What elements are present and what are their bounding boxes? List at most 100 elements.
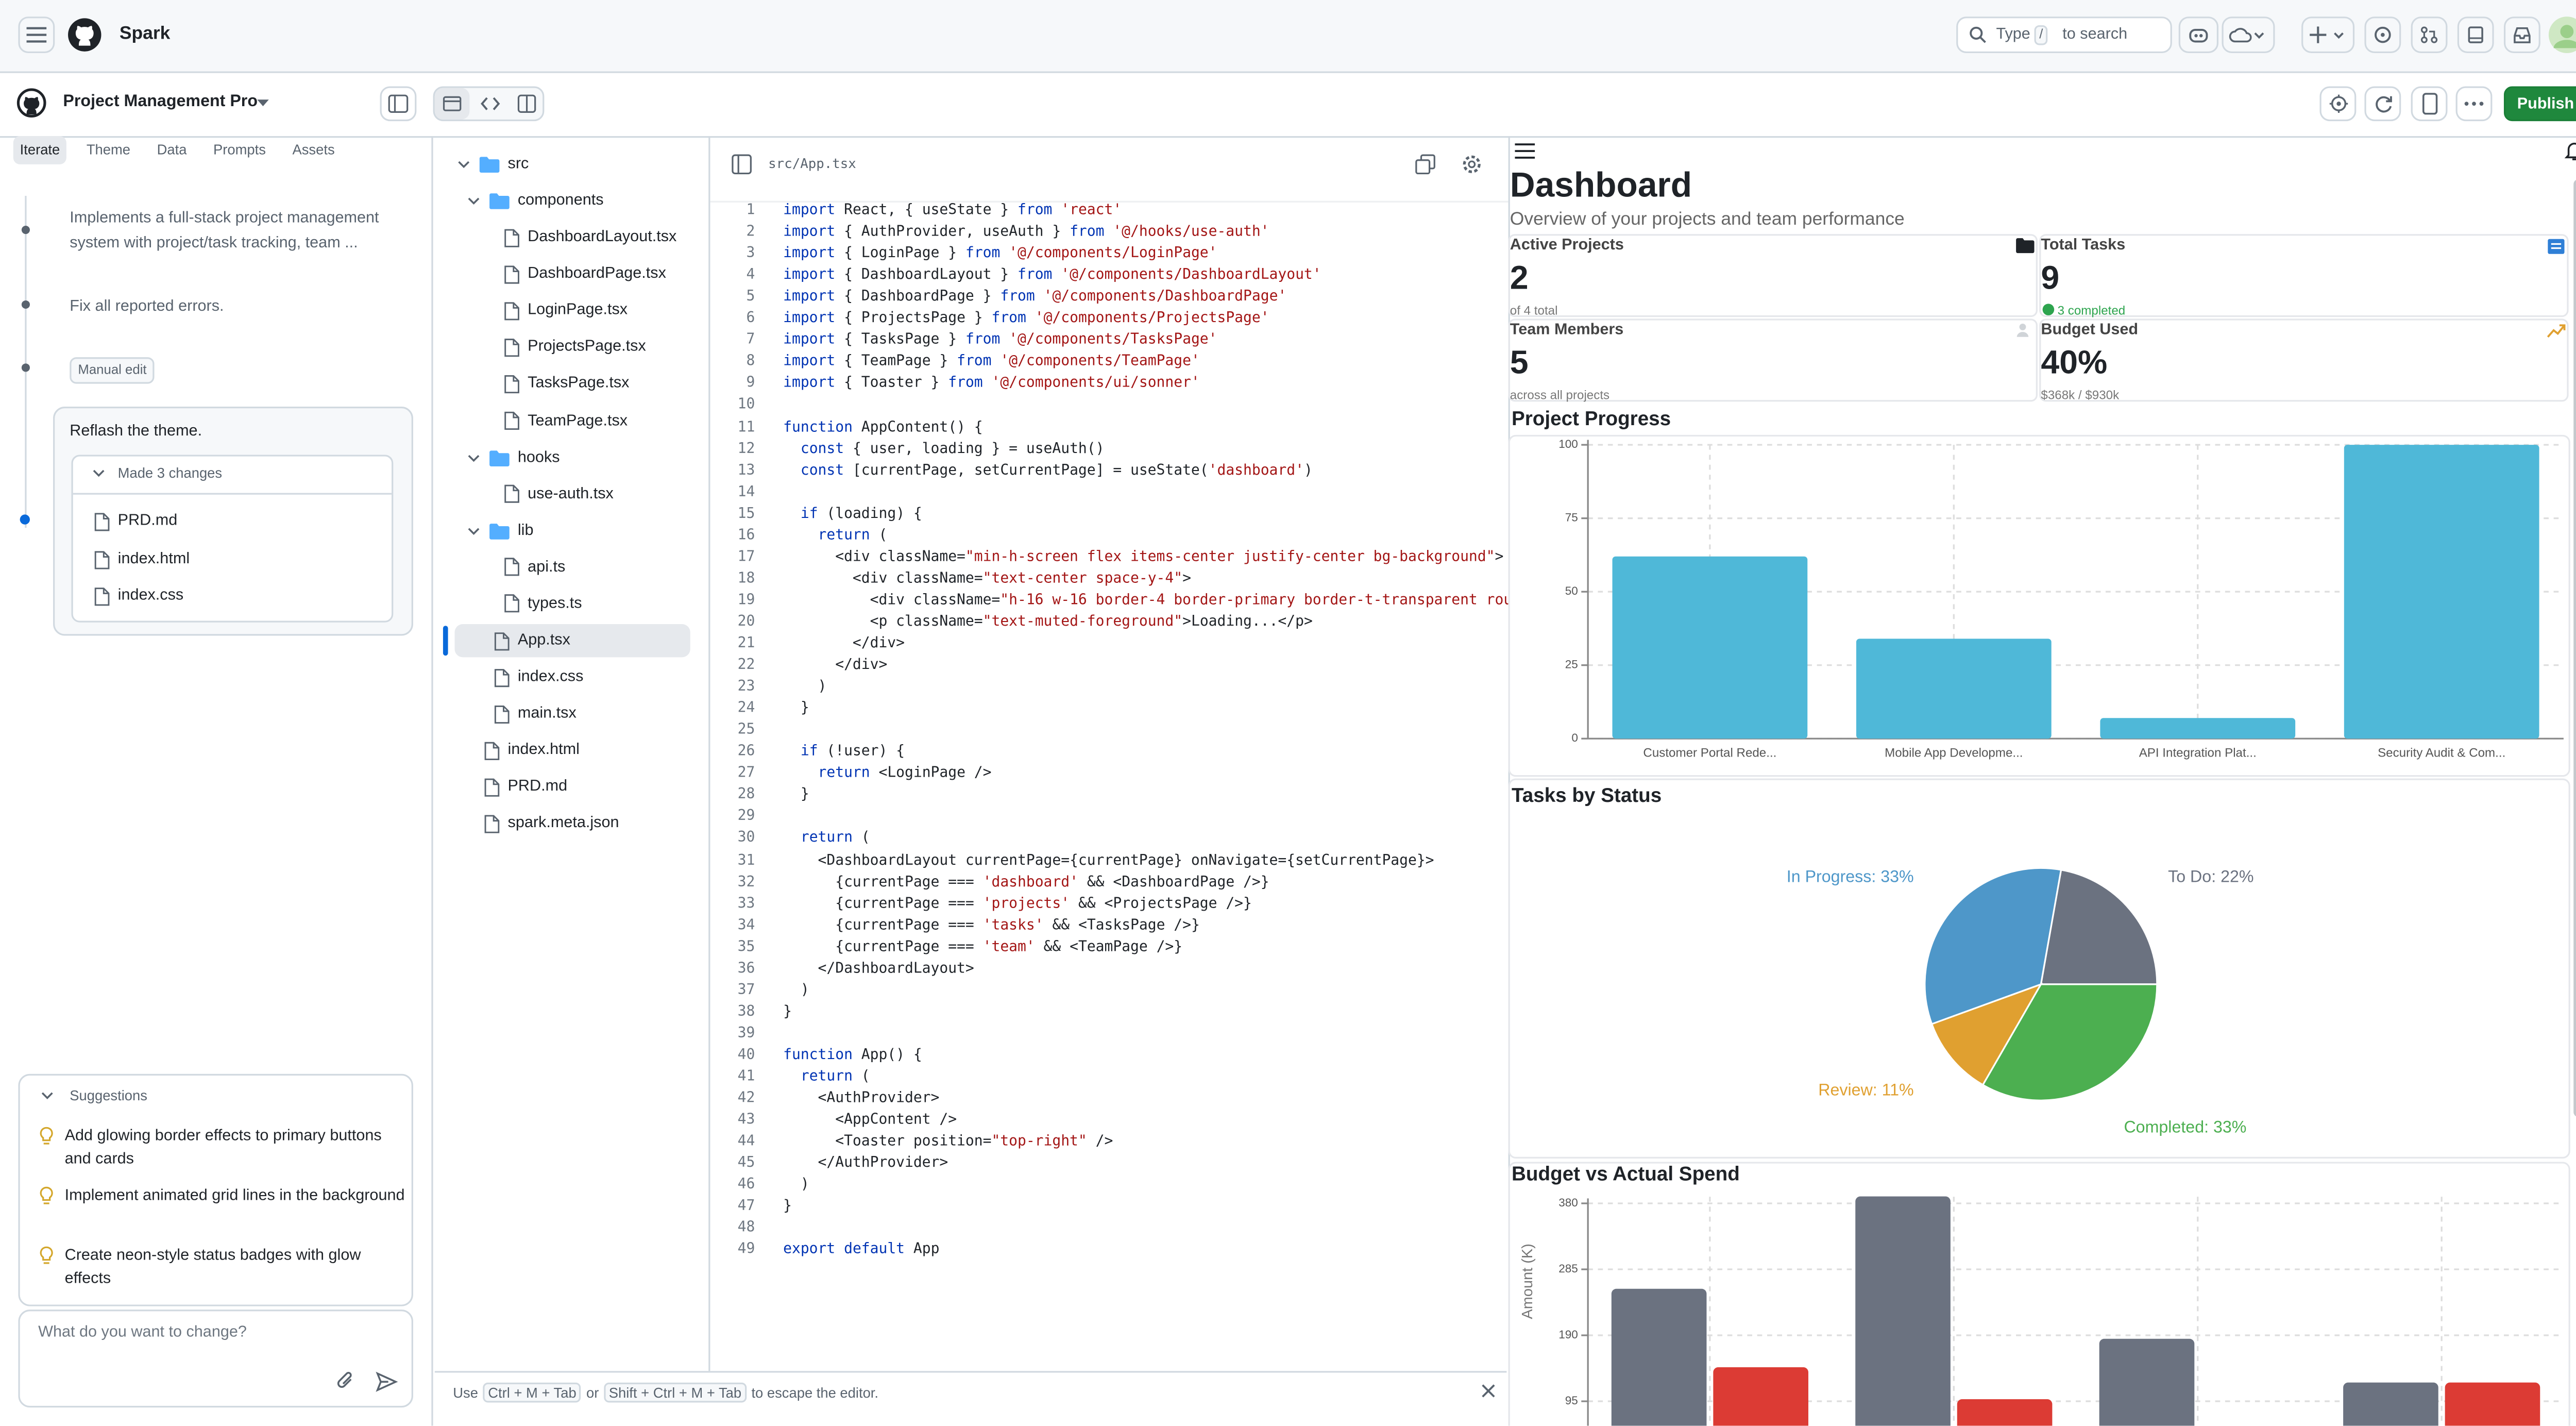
pulls-button[interactable] <box>2411 16 2448 54</box>
file[interactable]: types.ts <box>528 594 582 613</box>
send-icon[interactable] <box>376 1371 398 1392</box>
y-tick-label: 50 <box>1565 584 1578 597</box>
settings-icon[interactable] <box>1462 155 1482 175</box>
folder[interactable]: hooks <box>517 448 560 466</box>
line-number: 23 <box>737 679 755 696</box>
file[interactable]: ProjectsPage.tsx <box>528 338 646 357</box>
pie-label: To Do: 22% <box>2168 867 2253 885</box>
dashboard-title: Dashboard <box>1510 166 1692 205</box>
code-icon[interactable] <box>481 96 500 111</box>
tab[interactable]: Prompts <box>213 141 266 158</box>
cloud-icon <box>2229 28 2264 43</box>
line-number: 11 <box>737 419 755 436</box>
chevron-down[interactable] <box>468 527 480 536</box>
stat-value: 5 <box>1510 345 1529 382</box>
create-button[interactable] <box>2301 16 2355 54</box>
history-item: Fix all reported errors. <box>70 297 224 316</box>
line-number: 31 <box>737 852 755 869</box>
avatar[interactable] <box>2548 16 2576 54</box>
line-number: 17 <box>737 549 755 566</box>
file[interactable]: main.tsx <box>517 704 577 723</box>
folder[interactable]: components <box>517 191 604 210</box>
file[interactable]: PRD.md <box>507 778 568 796</box>
file[interactable]: DashboardLayout.tsx <box>528 228 677 247</box>
copy-icon[interactable] <box>1415 154 1435 175</box>
line-number: 37 <box>737 982 755 999</box>
file[interactable]: LoginPage.tsx <box>528 301 628 320</box>
panel-icon[interactable] <box>732 154 752 175</box>
chart-card <box>1508 1162 2570 1426</box>
bell-icon[interactable] <box>2564 141 2576 161</box>
github-logo[interactable] <box>68 18 101 52</box>
chevron-down[interactable] <box>41 1092 54 1100</box>
stat-value: 2 <box>1510 260 1529 297</box>
stat-label: Team Members <box>1510 321 1624 339</box>
chevron-down[interactable] <box>468 454 480 462</box>
file[interactable]: api.ts <box>528 558 566 577</box>
tab[interactable]: Data <box>157 141 187 158</box>
split-icon[interactable] <box>517 94 536 113</box>
file-tree <box>433 136 710 1371</box>
line-number: 39 <box>737 1026 755 1043</box>
file[interactable]: use-auth.tsx <box>528 484 614 503</box>
more-button[interactable] <box>2455 86 2493 122</box>
search-box[interactable] <box>1956 16 2172 54</box>
attach-icon[interactable] <box>337 1371 355 1391</box>
project-caret[interactable] <box>257 99 269 107</box>
code-line: ) <box>783 679 827 696</box>
code-line: <DashboardLayout currentPage={currentPag… <box>783 852 1434 869</box>
scrollbar-thumb[interactable] <box>2573 179 2576 1117</box>
line-number: 40 <box>737 1047 755 1064</box>
tab[interactable]: Theme <box>86 141 131 158</box>
suggestion[interactable]: Add glowing border effects to primary bu… <box>64 1127 382 1169</box>
device-icon <box>2422 93 2438 115</box>
chevron-down[interactable] <box>468 197 480 206</box>
code-line: </AuthProvider> <box>783 1155 948 1172</box>
prompt-input[interactable] <box>18 1310 413 1408</box>
code-line: return ( <box>800 830 870 847</box>
file-icon <box>504 485 519 504</box>
stat-note: of 4 total <box>1510 302 1558 317</box>
device-button[interactable] <box>2411 86 2448 122</box>
refresh-button[interactable] <box>2364 86 2401 122</box>
publish-button[interactable] <box>2503 86 2576 122</box>
folder[interactable]: src <box>507 155 529 173</box>
suggestion[interactable]: Implement animated grid lines in the bac… <box>64 1186 405 1205</box>
sidebar-toggle[interactable] <box>380 86 417 122</box>
code-line: const { user, loading } = useAuth() <box>800 441 1105 458</box>
code-line: if (!user) { <box>800 744 905 761</box>
inbox-button[interactable] <box>2503 16 2540 54</box>
file[interactable]: TasksPage.tsx <box>528 375 630 393</box>
y-tick-label: 190 <box>1558 1328 1578 1341</box>
file[interactable]: App.tsx <box>517 631 570 650</box>
suggestion[interactable]: Create neon-style status badges with glo… <box>64 1246 361 1288</box>
chevron-down[interactable] <box>93 469 105 478</box>
file[interactable]: DashboardPage.tsx <box>528 264 666 283</box>
file[interactable]: index.css <box>517 668 584 686</box>
code-line: {currentPage === 'projects' && <Projects… <box>783 895 1252 913</box>
changed-file[interactable]: index.html <box>117 550 190 568</box>
repos-button[interactable] <box>2457 16 2494 54</box>
changes-summary[interactable]: Made 3 changes <box>117 464 223 481</box>
folder[interactable]: lib <box>517 521 534 540</box>
file[interactable]: TeamPage.tsx <box>528 411 628 430</box>
tab[interactable]: Iterate <box>13 136 67 164</box>
code-line: return <LoginPage /> <box>818 765 992 782</box>
view-preview[interactable] <box>434 88 470 120</box>
file[interactable]: index.html <box>507 741 580 760</box>
changed-file[interactable]: index.css <box>117 586 184 605</box>
github-logo <box>16 88 46 118</box>
chevron-down[interactable] <box>458 161 470 169</box>
file[interactable]: spark.meta.json <box>507 814 619 833</box>
issues-button[interactable] <box>2364 16 2401 54</box>
tab[interactable]: Assets <box>292 141 335 158</box>
stat-icon <box>2016 324 2029 337</box>
project-name[interactable]: Project Management Pro <box>63 93 258 111</box>
copilot-button[interactable] <box>2178 16 2219 54</box>
target-button[interactable] <box>2319 86 2357 122</box>
changed-file[interactable]: PRD.md <box>117 511 178 530</box>
close-hint[interactable] <box>1482 1384 1495 1398</box>
preview-menu[interactable] <box>1515 143 1535 159</box>
code-line: return ( <box>800 1069 870 1086</box>
line-number: 12 <box>737 441 755 458</box>
